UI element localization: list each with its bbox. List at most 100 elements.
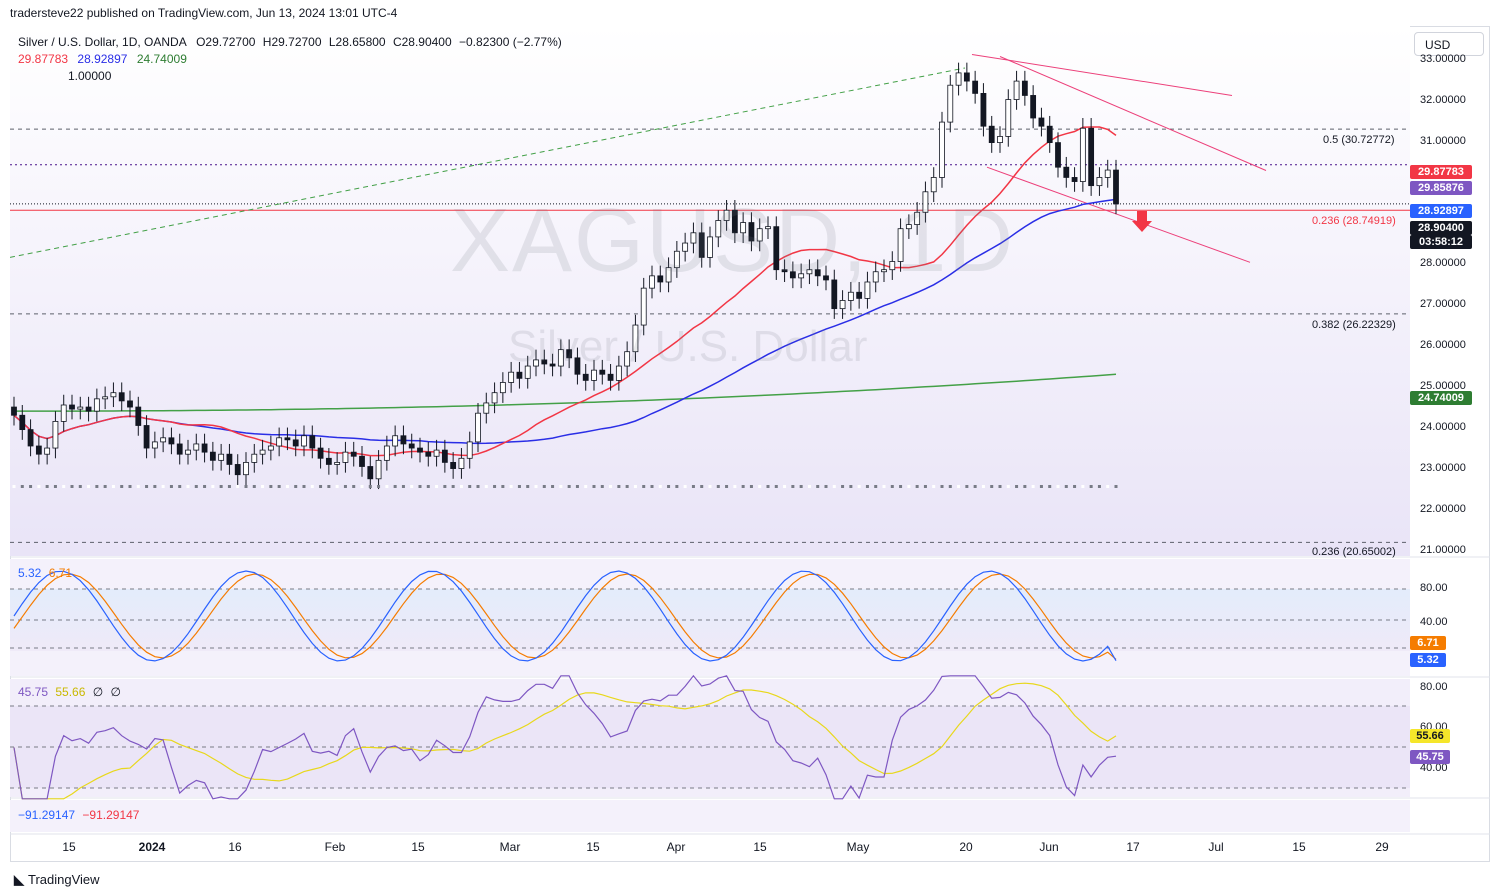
- candle-body: [102, 396, 109, 400]
- volume-dot: [832, 485, 836, 488]
- volume-dot: [783, 485, 787, 488]
- volume-dot: [683, 485, 687, 488]
- volume-dot: [1114, 485, 1118, 488]
- candle-body: [1013, 80, 1020, 100]
- candle-body: [955, 72, 962, 86]
- volume-dot: [741, 485, 745, 488]
- volume-dot: [890, 485, 894, 488]
- rsi-axis-label: 40.00: [1420, 762, 1448, 774]
- candle-body: [160, 437, 167, 443]
- volume-dot: [691, 485, 695, 488]
- footer-brand: TradingView: [28, 872, 100, 887]
- candle-body: [441, 449, 448, 463]
- candle-body: [582, 373, 589, 381]
- ma50-line: [13, 198, 1117, 445]
- candle-body: [110, 392, 117, 398]
- volume-dot: [377, 485, 381, 488]
- candle-body: [176, 443, 183, 455]
- volume-dot: [45, 485, 49, 488]
- tradingview-logo[interactable]: ◣ TradingView: [14, 872, 100, 888]
- candle-body: [1079, 127, 1086, 182]
- volume-dot: [493, 485, 497, 488]
- volume-dot: [700, 485, 704, 488]
- candle-body: [400, 435, 407, 445]
- volume-dot: [426, 485, 430, 488]
- volume-dot: [551, 485, 555, 488]
- candle-body: [972, 80, 979, 94]
- price-axis-label: 27.00000: [1420, 298, 1466, 310]
- currency-button[interactable]: USD: [1414, 32, 1484, 56]
- volume-dot: [368, 485, 372, 488]
- candle-body: [682, 242, 689, 252]
- rsi-pane: [10, 674, 1410, 800]
- candle-body: [1063, 166, 1070, 178]
- volume-dot: [567, 485, 571, 488]
- publisher-line: tradersteve22 published on TradingView.c…: [10, 6, 398, 20]
- ma-legend: 29.87783 28.92897 24.74009: [18, 52, 193, 66]
- candle-body: [243, 461, 249, 476]
- candle-body: [193, 443, 200, 451]
- volume-dot: [526, 485, 530, 488]
- volume-dot: [1015, 485, 1019, 488]
- candle-body: [1005, 99, 1012, 137]
- candle-body: [168, 437, 175, 445]
- volume-dot: [443, 485, 447, 488]
- candle-body: [1046, 125, 1053, 143]
- volume-dot: [1006, 485, 1010, 488]
- volume-dot: [1073, 485, 1077, 488]
- candle-body: [789, 271, 796, 279]
- volume-dot: [12, 485, 16, 488]
- volume-dot: [269, 485, 273, 488]
- fib-label: 0.382 (26.22329): [1312, 319, 1396, 331]
- candle-body: [35, 445, 42, 455]
- candle-body: [997, 136, 1003, 143]
- rsi-ma-value: 55.66: [55, 685, 86, 699]
- candle-body: [44, 447, 51, 455]
- volume-dot: [153, 485, 157, 488]
- candle-body: [491, 392, 498, 404]
- volume-dot: [932, 485, 936, 488]
- volume-dot: [940, 485, 944, 488]
- candle-body: [408, 443, 415, 449]
- candle-body: [814, 269, 821, 277]
- candle-body: [11, 406, 17, 416]
- volume-dot: [675, 485, 679, 488]
- candle-body: [185, 449, 191, 455]
- candle-body: [615, 365, 622, 381]
- volume-dot: [625, 485, 629, 488]
- candle-body: [417, 447, 423, 453]
- chart-canvas[interactable]: [10, 26, 1490, 862]
- candle-body: [980, 93, 987, 127]
- candle-body: [450, 461, 457, 469]
- volume-dot: [37, 485, 41, 488]
- volume-dot: [252, 485, 256, 488]
- candle-body: [350, 451, 357, 457]
- candle-body: [690, 232, 697, 244]
- candle-body: [218, 453, 225, 461]
- candle-body: [591, 369, 597, 381]
- volume-dot: [335, 485, 339, 488]
- volume-dot: [617, 485, 621, 488]
- candle-body: [383, 445, 390, 461]
- volume-dot: [29, 485, 33, 488]
- volume-dot: [277, 485, 281, 488]
- volume-dot: [874, 485, 878, 488]
- candle-body: [698, 232, 705, 258]
- candle-body: [499, 382, 506, 394]
- candle-body: [905, 224, 912, 230]
- volume-dot: [62, 485, 66, 488]
- time-axis-label: Apr: [666, 840, 686, 854]
- volume-dot: [161, 485, 165, 488]
- cci-ma-value: −91.29147: [82, 808, 140, 822]
- time-axis-label: 15: [411, 840, 425, 854]
- volume-dot: [642, 485, 646, 488]
- volume-dot: [1064, 485, 1068, 488]
- candle-body: [27, 429, 34, 447]
- candle-body: [334, 461, 341, 465]
- stoch-d-badge: 6.71: [1410, 636, 1446, 650]
- stoch-k-value: 5.32: [18, 566, 42, 580]
- time-axis-label: 15: [586, 840, 600, 854]
- price-axis-label: 23.00000: [1420, 462, 1466, 474]
- volume-dot: [53, 485, 57, 488]
- symbol-line[interactable]: Silver / U.S. Dollar, 1D, OANDA: [18, 35, 187, 49]
